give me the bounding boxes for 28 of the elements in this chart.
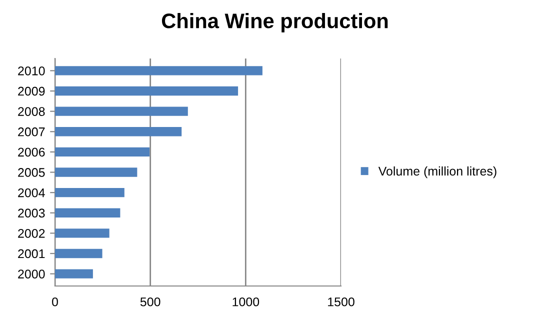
y-tick-label: 2007 xyxy=(18,127,45,136)
y-tick-label: 2003 xyxy=(18,208,45,218)
bar xyxy=(55,228,110,238)
bar xyxy=(55,208,120,218)
y-tick-label: 2001 xyxy=(18,249,45,258)
y-tick-label: 2004 xyxy=(18,188,45,198)
legend-label: Volume (million litres) xyxy=(378,166,496,178)
bar xyxy=(55,269,93,278)
chart-title: China Wine production xyxy=(162,13,388,32)
bar xyxy=(55,168,138,177)
y-tick-label: 2009 xyxy=(18,86,45,96)
bar xyxy=(55,248,102,258)
y-tick-label: 2006 xyxy=(18,148,45,157)
bar xyxy=(55,127,182,136)
x-tick-label: 0 xyxy=(52,297,58,306)
y-tick-label: 2008 xyxy=(18,107,45,116)
y-tick-label: 2002 xyxy=(18,228,45,238)
y-tick-label: 2005 xyxy=(18,168,45,177)
bar xyxy=(55,188,124,198)
x-tick-label: 500 xyxy=(140,297,160,306)
bar xyxy=(55,106,188,116)
bar xyxy=(55,86,238,96)
x-tick-label: 1000 xyxy=(232,297,260,306)
y-tick-label: 2000 xyxy=(18,270,45,278)
bar xyxy=(55,66,262,76)
y-tick-label: 2010 xyxy=(18,66,45,76)
bar xyxy=(55,147,150,157)
x-tick-label: 1500 xyxy=(328,297,354,306)
